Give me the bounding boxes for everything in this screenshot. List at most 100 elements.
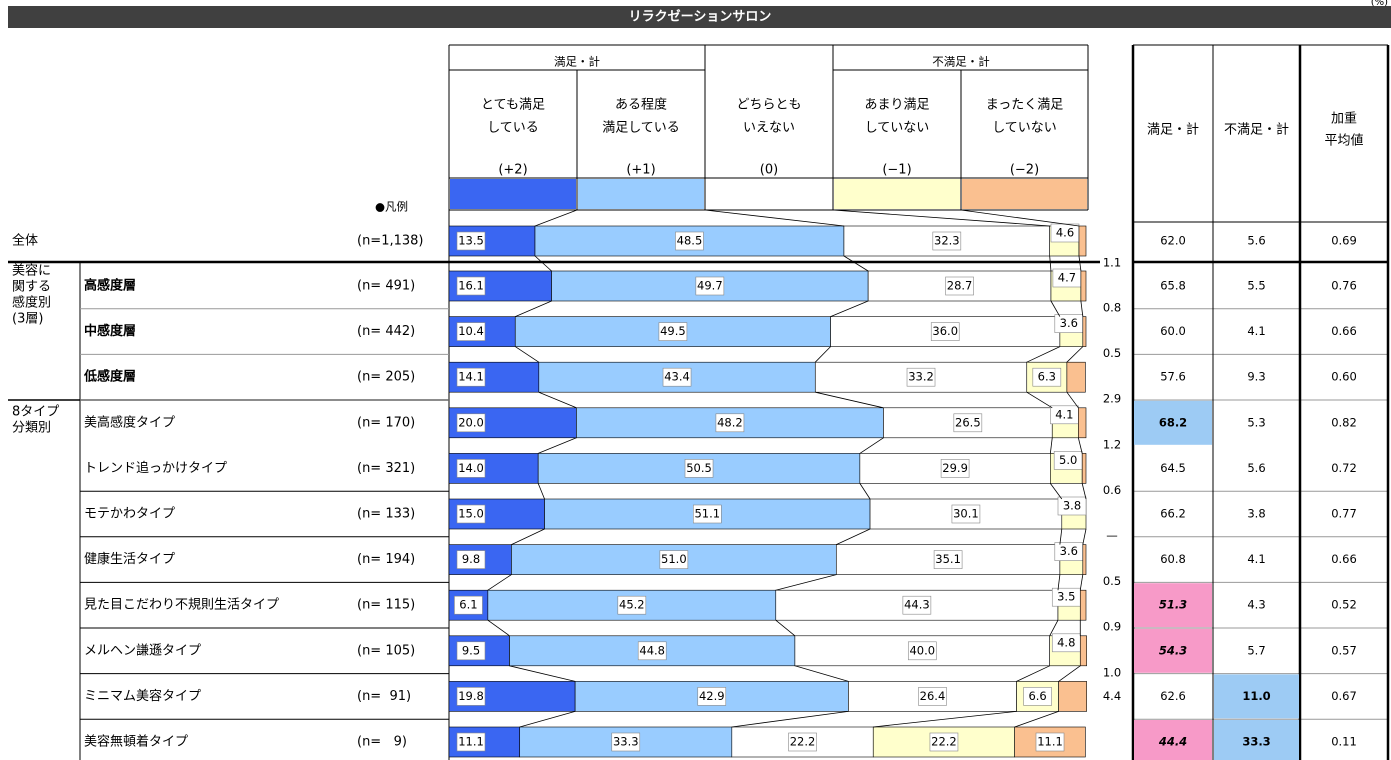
label-box bbox=[902, 595, 932, 615]
n-label: (n= 205) bbox=[357, 370, 415, 385]
row-label: 中感度層 bbox=[84, 323, 136, 339]
data-label: 6.6 bbox=[1028, 689, 1046, 703]
table-cell: 68.2 bbox=[1159, 415, 1187, 429]
label-box bbox=[953, 413, 983, 433]
table-cell: 57.6 bbox=[1160, 370, 1186, 384]
table-cell: 0.66 bbox=[1331, 552, 1357, 566]
data-label: 51.0 bbox=[661, 552, 687, 566]
label-box bbox=[715, 413, 745, 433]
table-cell: 0.67 bbox=[1331, 689, 1357, 703]
rule bbox=[534, 209, 578, 227]
label-box bbox=[1035, 732, 1065, 752]
table-cell: 0.11 bbox=[1331, 735, 1357, 749]
data-label: 50.5 bbox=[686, 461, 712, 475]
rule bbox=[537, 483, 545, 500]
data-label: 13.5 bbox=[458, 234, 484, 248]
table-header: 満足・計 bbox=[1147, 122, 1199, 138]
table-cell: 0.77 bbox=[1331, 507, 1357, 521]
data-label: 32.3 bbox=[934, 234, 960, 248]
rule bbox=[873, 711, 1017, 728]
rule bbox=[487, 574, 512, 591]
label-box bbox=[675, 231, 704, 251]
table-cell: 9.3 bbox=[1247, 370, 1265, 384]
group-label: 8タイプ bbox=[12, 405, 59, 420]
data-label: 49.5 bbox=[660, 324, 686, 338]
label-box bbox=[906, 367, 936, 387]
bar-segment bbox=[1078, 225, 1087, 257]
table-cell: 3.8 bbox=[1247, 507, 1265, 521]
table-cell: 51.3 bbox=[1159, 598, 1187, 612]
table-cell: 5.7 bbox=[1247, 643, 1265, 657]
rule bbox=[814, 346, 831, 363]
legend-swatch bbox=[450, 179, 576, 209]
rule bbox=[1079, 574, 1084, 591]
cell-highlight bbox=[1134, 628, 1212, 673]
label-box bbox=[637, 641, 667, 661]
data-label: 36.0 bbox=[932, 324, 958, 338]
data-label: 40.0 bbox=[909, 643, 935, 657]
data-label: 51.1 bbox=[694, 507, 720, 521]
rule bbox=[836, 528, 871, 545]
table-cell: 60.0 bbox=[1160, 324, 1186, 338]
rule bbox=[1081, 483, 1087, 500]
n-label: (n= 170) bbox=[357, 415, 415, 430]
rule bbox=[1049, 620, 1059, 636]
legend-entry: している bbox=[487, 121, 539, 136]
data-label: 30.1 bbox=[953, 507, 979, 521]
label-box bbox=[932, 231, 962, 251]
table-cell: 5.3 bbox=[1247, 415, 1265, 429]
legend-entry: 満足している bbox=[602, 121, 680, 136]
label-box bbox=[918, 687, 947, 706]
title-bar bbox=[8, 6, 1391, 28]
table-cell: 60.8 bbox=[1160, 552, 1186, 566]
rule bbox=[1050, 300, 1061, 317]
bar-segment bbox=[1058, 681, 1087, 712]
label-box bbox=[1023, 687, 1052, 706]
rule bbox=[1049, 255, 1052, 272]
data-label: 0.8 bbox=[1103, 301, 1121, 315]
data-label: 44.3 bbox=[904, 598, 930, 612]
legend-code: (+2) bbox=[498, 163, 527, 178]
legend-code: (0) bbox=[760, 163, 778, 178]
label-box bbox=[951, 504, 981, 524]
row-label: 高感度層 bbox=[84, 278, 136, 294]
n-label: (n= 321) bbox=[357, 461, 415, 476]
title: リラクゼーションサロン bbox=[629, 9, 772, 25]
rule bbox=[1057, 574, 1061, 591]
row-label: 健康生活タイプ bbox=[84, 551, 175, 567]
table-cell: 0.76 bbox=[1331, 279, 1357, 293]
label-box bbox=[1032, 367, 1062, 387]
legend-entry: ある程度 bbox=[615, 97, 667, 113]
cell-highlight bbox=[1134, 400, 1212, 445]
data-label: 2.9 bbox=[1103, 392, 1121, 406]
legend-swatch bbox=[578, 179, 704, 209]
rule bbox=[731, 711, 849, 728]
legend-code: (+1) bbox=[626, 163, 655, 178]
data-label: 10.4 bbox=[458, 324, 484, 338]
group-header: 満足・計 bbox=[554, 55, 600, 69]
rule bbox=[515, 300, 552, 317]
label-box bbox=[1057, 496, 1087, 516]
row-label: 美容無頓着タイプ bbox=[84, 734, 188, 750]
rule bbox=[1026, 346, 1061, 363]
label-box bbox=[611, 732, 641, 752]
cell-highlight bbox=[1134, 720, 1212, 760]
rule bbox=[960, 209, 1080, 227]
label-box bbox=[945, 276, 974, 296]
data-label: 3.6 bbox=[1060, 544, 1078, 558]
rule bbox=[859, 483, 871, 500]
n-label: (n= 91) bbox=[357, 689, 411, 704]
rule bbox=[538, 391, 577, 409]
data-label: 20.0 bbox=[458, 415, 484, 429]
label-box bbox=[684, 459, 714, 478]
rule bbox=[830, 300, 869, 317]
legend-entry: していない bbox=[992, 121, 1057, 136]
rule bbox=[704, 209, 844, 227]
rule bbox=[859, 437, 884, 454]
data-label: 48.2 bbox=[717, 415, 743, 429]
data-label: 11.1 bbox=[458, 735, 484, 749]
data-label: 26.4 bbox=[920, 689, 946, 703]
bar-segment bbox=[1066, 361, 1086, 393]
label-box bbox=[456, 231, 486, 251]
label-box bbox=[662, 367, 692, 387]
